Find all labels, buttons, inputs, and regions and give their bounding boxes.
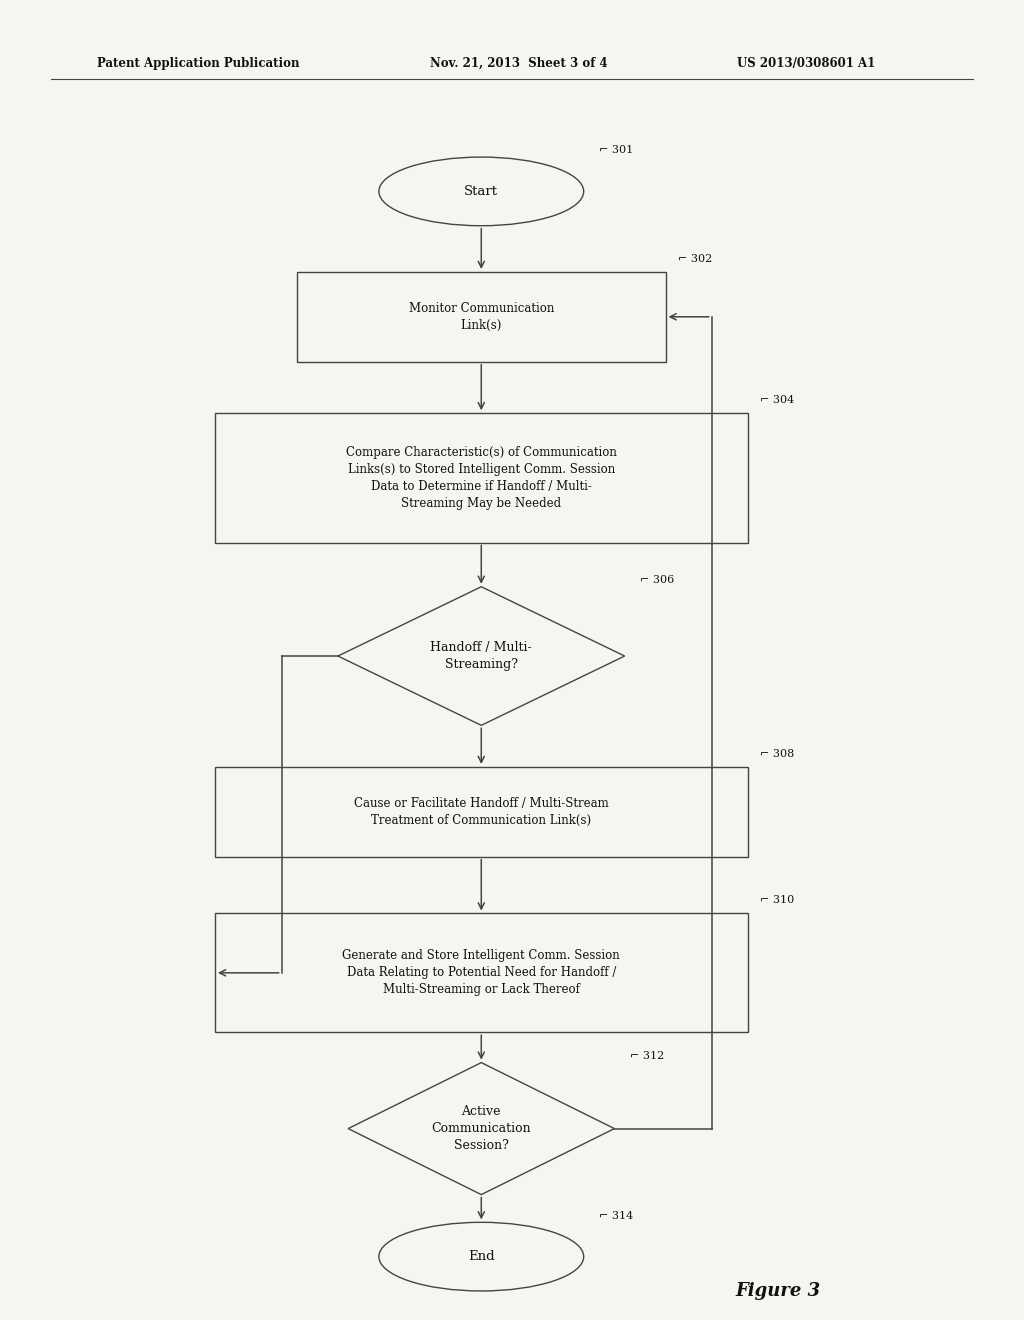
Text: ⌐ 302: ⌐ 302 xyxy=(678,253,712,264)
Text: Handoff / Multi-
Streaming?: Handoff / Multi- Streaming? xyxy=(430,642,532,671)
Text: ⌐ 304: ⌐ 304 xyxy=(760,395,794,405)
Text: End: End xyxy=(468,1250,495,1263)
Text: ⌐ 312: ⌐ 312 xyxy=(630,1051,664,1061)
Text: Nov. 21, 2013  Sheet 3 of 4: Nov. 21, 2013 Sheet 3 of 4 xyxy=(430,57,607,70)
Text: US 2013/0308601 A1: US 2013/0308601 A1 xyxy=(737,57,876,70)
Text: Cause or Facilitate Handoff / Multi-Stream
Treatment of Communication Link(s): Cause or Facilitate Handoff / Multi-Stre… xyxy=(354,797,608,826)
Text: Patent Application Publication: Patent Application Publication xyxy=(97,57,300,70)
Text: ⌐ 310: ⌐ 310 xyxy=(760,895,794,906)
Text: Generate and Store Intelligent Comm. Session
Data Relating to Potential Need for: Generate and Store Intelligent Comm. Ses… xyxy=(342,949,621,997)
Text: Start: Start xyxy=(464,185,499,198)
Text: ⌐ 314: ⌐ 314 xyxy=(599,1210,633,1221)
Text: ⌐ 301: ⌐ 301 xyxy=(599,145,633,156)
Text: Figure 3: Figure 3 xyxy=(735,1282,821,1300)
Text: Active
Communication
Session?: Active Communication Session? xyxy=(431,1105,531,1152)
Text: Monitor Communication
Link(s): Monitor Communication Link(s) xyxy=(409,302,554,331)
Text: ⌐ 308: ⌐ 308 xyxy=(760,748,794,759)
Text: ⌐ 306: ⌐ 306 xyxy=(640,576,674,585)
Text: Compare Characteristic(s) of Communication
Links(s) to Stored Intelligent Comm. : Compare Characteristic(s) of Communicati… xyxy=(346,446,616,510)
